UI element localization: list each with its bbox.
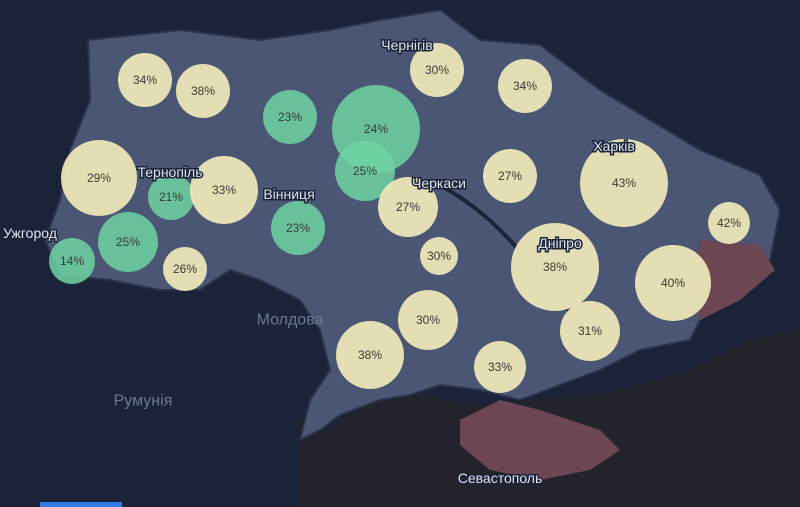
city-label: Дніпро (538, 235, 582, 251)
region-bubble (474, 341, 526, 393)
bubble-label: 23% (278, 110, 302, 124)
bubble-label: 14% (60, 254, 84, 268)
city-label: Харків (593, 138, 635, 154)
city-label: Севастополь (458, 470, 543, 486)
bubble-label: 38% (358, 348, 382, 362)
region-bubble (420, 237, 458, 275)
bubble-label: 25% (116, 235, 140, 249)
country-label: Румунія (114, 393, 173, 410)
bubble-label: 30% (427, 249, 451, 263)
city-label: Тернопіль (137, 164, 202, 180)
bubble-label: 38% (543, 260, 567, 274)
occupied-east (690, 240, 775, 320)
region-bubble (580, 139, 668, 227)
bubble-label: 34% (133, 73, 157, 87)
bubble-label: 34% (513, 79, 537, 93)
bubble-label: 33% (488, 360, 512, 374)
bubble-label: 30% (425, 63, 449, 77)
region-bubble (378, 177, 438, 237)
city-label: Ужгород (3, 225, 57, 241)
region-bubble (335, 141, 395, 201)
region-bubble (49, 238, 95, 284)
region-bubble (176, 64, 230, 118)
bubble-label: 24% (364, 122, 388, 136)
scroll-indicator (40, 502, 122, 507)
region-bubble (118, 53, 172, 107)
region-bubble (148, 174, 194, 220)
region-bubble (336, 321, 404, 389)
bubble-label: 29% (87, 171, 111, 185)
region-bubble (190, 156, 258, 224)
region-bubble (511, 223, 599, 311)
bubble-label: 23% (286, 221, 310, 235)
bubble-label: 31% (578, 324, 602, 338)
country-label: Молдова (257, 312, 324, 329)
bubble-label: 38% (191, 84, 215, 98)
bubble-label: 27% (498, 169, 522, 183)
city-label: Черкаси (412, 175, 466, 191)
city-label: Вінниця (263, 186, 314, 202)
bubble-label: 30% (416, 313, 440, 327)
region-bubble (98, 212, 158, 272)
region-bubble (271, 201, 325, 255)
region-bubble (398, 290, 458, 350)
bubble-label: 40% (661, 276, 685, 290)
region-bubble (708, 202, 750, 244)
bubble-label: 27% (396, 200, 420, 214)
region-bubble (410, 43, 464, 97)
region-bubble (483, 149, 537, 203)
bubble-label: 26% (173, 262, 197, 276)
bubble-label: 43% (612, 176, 636, 190)
region-bubble (61, 140, 137, 216)
region-bubble (263, 90, 317, 144)
region-bubble (498, 59, 552, 113)
region-bubble (163, 247, 207, 291)
bubble-label: 25% (353, 164, 377, 178)
city-label: Чернігів (381, 37, 432, 53)
crimea (460, 400, 620, 480)
bubble-label: 42% (717, 216, 741, 230)
region-bubble (560, 301, 620, 361)
region-bubble (635, 245, 711, 321)
bubble-label: 21% (159, 190, 183, 204)
bubble-label: 33% (212, 183, 236, 197)
